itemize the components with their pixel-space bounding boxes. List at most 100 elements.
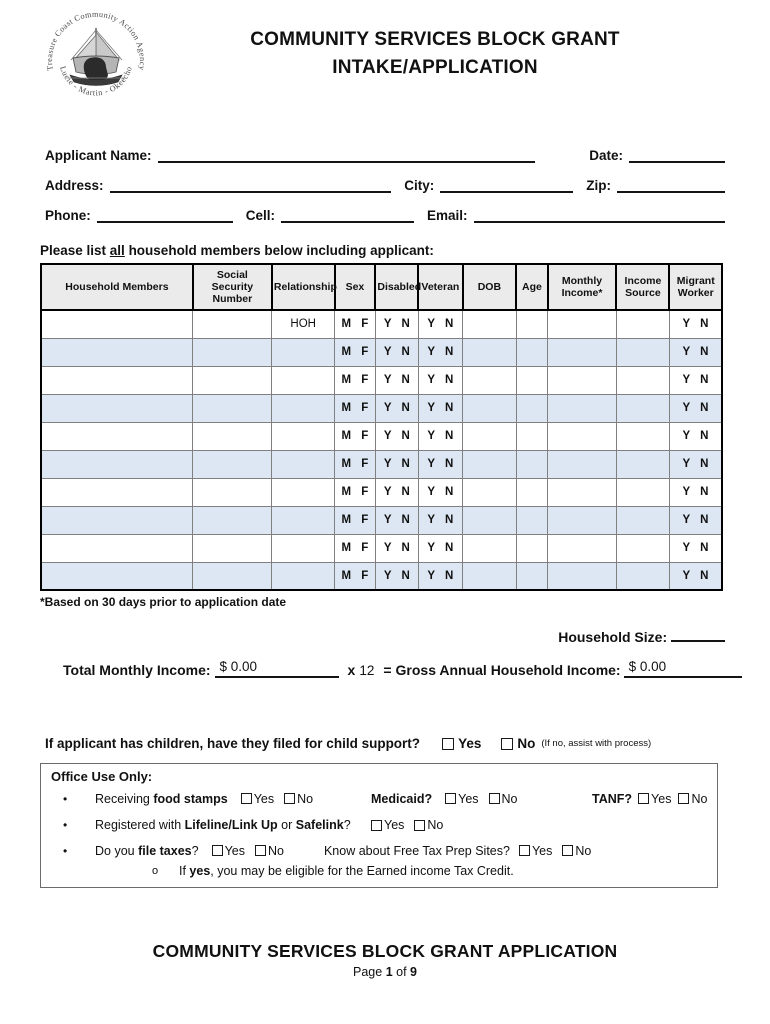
household-cell[interactable]: [192, 393, 273, 423]
medicaid-no-checkbox[interactable]: [488, 793, 500, 804]
food-stamps-yes-checkbox[interactable]: [240, 793, 252, 804]
household-cell[interactable]: [515, 309, 549, 339]
household-cell[interactable]: [462, 393, 517, 423]
household-cell[interactable]: [40, 365, 194, 395]
tax-prep-no-option[interactable]: No: [562, 844, 591, 858]
household-cell[interactable]: [615, 421, 670, 451]
child-support-no-option[interactable]: No: [501, 736, 535, 751]
child-support-yes-checkbox[interactable]: [442, 737, 455, 750]
household-size-field[interactable]: [671, 626, 725, 642]
address-field[interactable]: [109, 175, 392, 193]
household-cell[interactable]: M F: [334, 533, 376, 563]
household-cell[interactable]: Y N: [374, 505, 419, 535]
household-cell[interactable]: [615, 365, 670, 395]
household-cell[interactable]: [615, 393, 670, 423]
household-cell[interactable]: [515, 365, 549, 395]
tax-prep-no-checkbox[interactable]: [562, 845, 574, 856]
tanf-no-checkbox[interactable]: [678, 793, 690, 804]
household-cell[interactable]: [615, 337, 670, 367]
gross-annual-income-field[interactable]: $ 0.00: [623, 659, 742, 678]
tax-prep-yes-checkbox[interactable]: [518, 845, 530, 856]
household-cell[interactable]: Y N: [417, 477, 464, 507]
household-cell[interactable]: Y N: [417, 309, 464, 339]
household-cell[interactable]: Y N: [668, 337, 723, 367]
household-cell[interactable]: Y N: [374, 533, 419, 563]
household-cell[interactable]: [615, 309, 670, 339]
household-cell[interactable]: Y N: [417, 533, 464, 563]
household-cell[interactable]: [462, 561, 517, 591]
household-cell[interactable]: [547, 393, 617, 423]
household-cell[interactable]: [547, 477, 617, 507]
household-cell[interactable]: [40, 533, 194, 563]
household-cell[interactable]: [547, 421, 617, 451]
household-cell[interactable]: [615, 533, 670, 563]
household-cell[interactable]: [615, 505, 670, 535]
household-cell[interactable]: Y N: [417, 449, 464, 479]
household-cell[interactable]: [462, 309, 517, 339]
lifeline-yes-checkbox[interactable]: [371, 819, 382, 831]
household-cell[interactable]: HOH: [271, 309, 335, 339]
household-cell[interactable]: [271, 449, 335, 479]
zip-field[interactable]: [617, 175, 725, 193]
household-cell[interactable]: [40, 337, 194, 367]
household-cell[interactable]: Y N: [668, 533, 723, 563]
household-cell[interactable]: [271, 561, 335, 591]
household-cell[interactable]: [192, 561, 273, 591]
household-cell[interactable]: Y N: [668, 477, 723, 507]
household-cell[interactable]: [515, 533, 549, 563]
household-cell[interactable]: [462, 505, 517, 535]
household-cell[interactable]: Y N: [417, 505, 464, 535]
food-stamps-yes-option[interactable]: Yes: [240, 792, 274, 806]
household-cell[interactable]: M F: [334, 365, 376, 395]
household-cell[interactable]: [515, 421, 549, 451]
household-cell[interactable]: [40, 421, 194, 451]
household-cell[interactable]: M F: [334, 393, 376, 423]
household-cell[interactable]: [40, 561, 194, 591]
file-taxes-no-option[interactable]: No: [254, 844, 284, 858]
household-cell[interactable]: [615, 477, 670, 507]
household-cell[interactable]: M F: [334, 421, 376, 451]
household-cell[interactable]: [615, 561, 670, 591]
household-cell[interactable]: [40, 477, 194, 507]
household-cell[interactable]: [515, 393, 549, 423]
household-cell[interactable]: [462, 477, 517, 507]
household-cell[interactable]: [192, 337, 273, 367]
household-cell[interactable]: [547, 533, 617, 563]
household-cell[interactable]: [271, 477, 335, 507]
household-cell[interactable]: [271, 393, 335, 423]
household-cell[interactable]: Y N: [417, 561, 464, 591]
food-stamps-no-option[interactable]: No: [284, 792, 313, 806]
medicaid-yes-checkbox[interactable]: [445, 793, 457, 804]
cell-field[interactable]: [281, 205, 415, 223]
child-support-no-checkbox[interactable]: [501, 737, 514, 750]
lifeline-no-checkbox[interactable]: [414, 819, 426, 831]
household-cell[interactable]: [40, 393, 194, 423]
household-cell[interactable]: Y N: [374, 365, 419, 395]
household-cell[interactable]: Y N: [374, 421, 419, 451]
tanf-no-option[interactable]: No: [678, 792, 707, 806]
household-cell[interactable]: [615, 449, 670, 479]
applicant-name-field[interactable]: [157, 145, 536, 163]
household-cell[interactable]: [271, 365, 335, 395]
household-cell[interactable]: [462, 533, 517, 563]
medicaid-no-option[interactable]: No: [488, 792, 518, 806]
total-monthly-income-field[interactable]: $ 0.00: [214, 659, 339, 678]
household-cell[interactable]: Y N: [668, 309, 723, 339]
household-cell[interactable]: Y N: [668, 393, 723, 423]
household-cell[interactable]: [271, 505, 335, 535]
household-cell[interactable]: Y N: [668, 561, 723, 591]
household-cell[interactable]: Y N: [417, 365, 464, 395]
household-cell[interactable]: [515, 337, 549, 367]
household-cell[interactable]: [547, 309, 617, 339]
tanf-yes-checkbox[interactable]: [638, 793, 650, 804]
household-cell[interactable]: [547, 449, 617, 479]
household-cell[interactable]: Y N: [417, 337, 464, 367]
household-cell[interactable]: Y N: [417, 393, 464, 423]
child-support-yes-option[interactable]: Yes: [442, 736, 481, 751]
household-cell[interactable]: Y N: [417, 421, 464, 451]
household-cell[interactable]: [40, 505, 194, 535]
household-cell[interactable]: [192, 505, 273, 535]
household-cell[interactable]: M F: [334, 561, 376, 591]
medicaid-yes-option[interactable]: Yes: [445, 792, 479, 806]
household-cell[interactable]: [192, 449, 273, 479]
